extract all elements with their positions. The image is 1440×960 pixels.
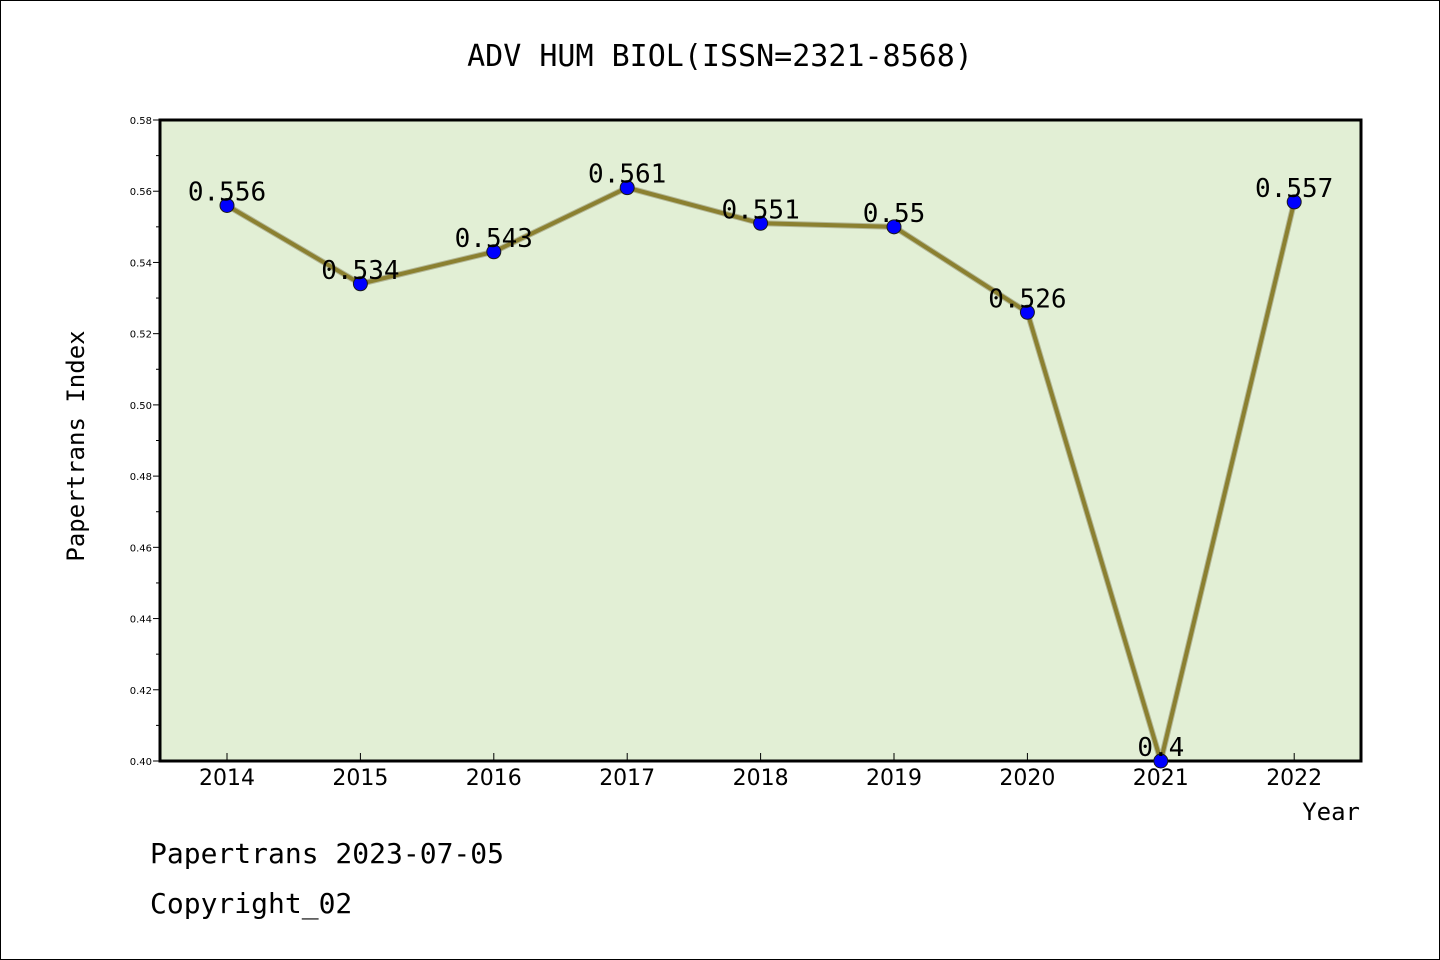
data-label: 0.526	[988, 284, 1066, 314]
y-tick-label: 0.42	[130, 686, 152, 697]
x-tick-label: 2022	[1266, 766, 1322, 791]
data-label: 0.55	[863, 199, 926, 229]
x-tick-label: 2017	[599, 766, 655, 791]
data-point	[486, 244, 502, 260]
y-axis: 0.40 0.42 0.44 0.46 0.48 0.50 0.52 0.54 0.56 0.58	[130, 116, 160, 768]
y-tick-label: 0.54	[130, 258, 152, 269]
x-tick-label: 2016	[466, 766, 522, 791]
x-tick-label: 2018	[733, 766, 789, 791]
data-label: 0.561	[588, 160, 666, 190]
data-point	[619, 180, 635, 196]
chart-title: ADV HUM BIOL(ISSN=2321-8568)	[467, 39, 973, 74]
y-axis-label: Papertrans Index	[62, 330, 90, 561]
data-label: 0.556	[188, 177, 266, 207]
y-tick-label: 0.50	[130, 401, 152, 412]
data-labels: 0.556 0.534 0.543 0.561 0.551 0.55 0.526 0.4 0.5…	[188, 160, 1333, 763]
footer-date: Papertrans 2023-07-05	[150, 837, 504, 870]
data-point	[753, 215, 769, 231]
data-point	[1286, 194, 1302, 210]
x-tick-label: 2020	[999, 766, 1055, 791]
series-markers	[219, 180, 1302, 769]
data-label: 0.543	[455, 224, 533, 254]
data-point	[352, 276, 368, 292]
x-tick-label: 2015	[332, 766, 388, 791]
data-point	[886, 219, 902, 235]
y-tick-label: 0.52	[130, 330, 152, 341]
y-tick-label: 0.44	[130, 615, 152, 626]
data-point	[1019, 304, 1035, 320]
footer-copyright: Copyright_02	[150, 887, 352, 921]
y-tick-label: 0.48	[130, 472, 152, 483]
y-tick-label: 0.58	[130, 116, 152, 127]
x-tick-label: 2019	[866, 766, 922, 791]
y-tick-label: 0.46	[130, 543, 152, 554]
x-tick-label: 2021	[1133, 766, 1189, 791]
x-axis-label: Year	[1302, 798, 1360, 826]
data-label: 0.551	[721, 195, 799, 225]
data-label: 0.4	[1137, 733, 1184, 763]
y-tick-label: 0.56	[130, 187, 152, 198]
data-label: 0.534	[321, 256, 399, 286]
y-tick-label: 0.40	[130, 757, 152, 768]
data-point	[1153, 753, 1169, 769]
x-axis: 2014 2015 2016 2017 2018 2019 2020 2021 2022	[199, 753, 1322, 791]
data-label: 0.557	[1255, 174, 1333, 204]
data-point	[219, 197, 235, 213]
x-tick-label: 2014	[199, 766, 255, 791]
